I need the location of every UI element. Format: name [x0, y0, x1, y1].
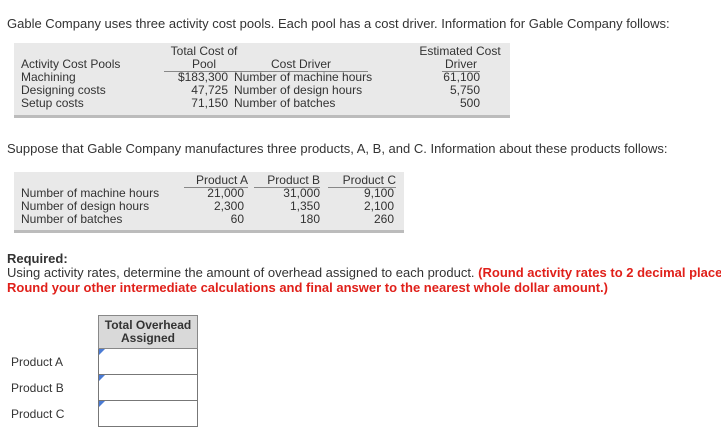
pool-est-driver: 500 — [459, 96, 480, 110]
required-line-1: Using activity rates, determine the amou… — [7, 265, 721, 280]
overhead-product-b-input[interactable] — [99, 376, 195, 399]
product-c-value: 2,100 — [363, 199, 394, 213]
answer-cell-b[interactable] — [98, 374, 198, 401]
pool-driver: Number of design hours — [234, 83, 363, 97]
required-text: Using activity rates, determine the amou… — [7, 265, 475, 280]
intro-text: Gable Company uses three activity cost p… — [7, 16, 670, 31]
product-b-value: 180 — [299, 212, 320, 226]
rounding-note-1: (Round activity rates to 2 decimal place… — [478, 265, 721, 280]
total-overhead-header: Total Overhead Assigned — [98, 315, 198, 349]
total-overhead-header-line-1: Total Overhead — [104, 318, 192, 332]
pool-name: Machining — [21, 70, 76, 84]
rounding-note-2: Round your other intermediate calculatio… — [7, 280, 608, 295]
answer-table: Total Overhead Assigned Product A Produc… — [7, 315, 198, 427]
product-row-label: Number of design hours — [21, 199, 150, 213]
input-flag-icon — [99, 349, 105, 355]
activity-cost-pools-table: Total Cost of Pool Cost Driver Estimated… — [14, 43, 510, 118]
pool-cost: 71,150 — [191, 96, 228, 110]
col-activity-header: Activity Cost Pools — [21, 57, 121, 71]
col-est-header-2: Driver — [442, 58, 480, 72]
pool-driver: Number of machine hours — [234, 70, 373, 84]
product-b-value: 1,350 — [289, 199, 320, 213]
col-product-b-header: Product B — [254, 174, 320, 188]
answer-corner — [7, 316, 99, 349]
col-driver-header: Cost Driver — [234, 58, 368, 72]
product-a-value: 21,000 — [207, 186, 244, 200]
pool-name: Setup costs — [21, 96, 84, 110]
product-row-label: Number of machine hours — [21, 186, 160, 200]
answer-cell-c[interactable] — [98, 400, 198, 427]
products-intro-text: Suppose that Gable Company manufactures … — [7, 141, 668, 156]
products-table: Product A Product B Product C Number of … — [14, 172, 404, 233]
answer-row-label-c: Product C — [11, 406, 65, 421]
input-flag-icon — [99, 375, 105, 381]
overhead-product-a-input[interactable] — [99, 350, 195, 373]
answer-cell-a[interactable] — [98, 348, 198, 375]
answer-row-label-a: Product A — [11, 354, 64, 369]
product-b-value: 31,000 — [283, 186, 320, 200]
product-a-value: 60 — [230, 212, 244, 226]
product-c-value: 9,100 — [363, 186, 394, 200]
col-est-header-1: Estimated Cost — [419, 44, 501, 58]
col-pool-header-2: Pool — [164, 58, 244, 72]
col-product-c-header: Product C — [328, 174, 396, 188]
total-overhead-header-line-2: Assigned — [120, 331, 175, 345]
col-pool-header-1: Total Cost of — [170, 44, 238, 58]
answer-row-label-b: Product B — [11, 380, 64, 395]
product-row-label: Number of batches — [21, 212, 123, 226]
overhead-product-c-input[interactable] — [99, 402, 195, 425]
pool-cost: $183,300 — [177, 70, 228, 84]
pool-est-driver: 5,750 — [449, 83, 480, 97]
col-product-a-header: Product A — [184, 174, 248, 188]
pool-est-driver: 61,100 — [443, 70, 480, 84]
product-a-value: 2,300 — [213, 199, 244, 213]
required-title: Required: — [7, 251, 68, 266]
product-c-value: 260 — [373, 212, 394, 226]
pool-name: Designing costs — [21, 83, 106, 97]
pool-cost: 47,725 — [191, 83, 228, 97]
input-flag-icon — [99, 401, 105, 407]
pool-driver: Number of batches — [234, 96, 336, 110]
